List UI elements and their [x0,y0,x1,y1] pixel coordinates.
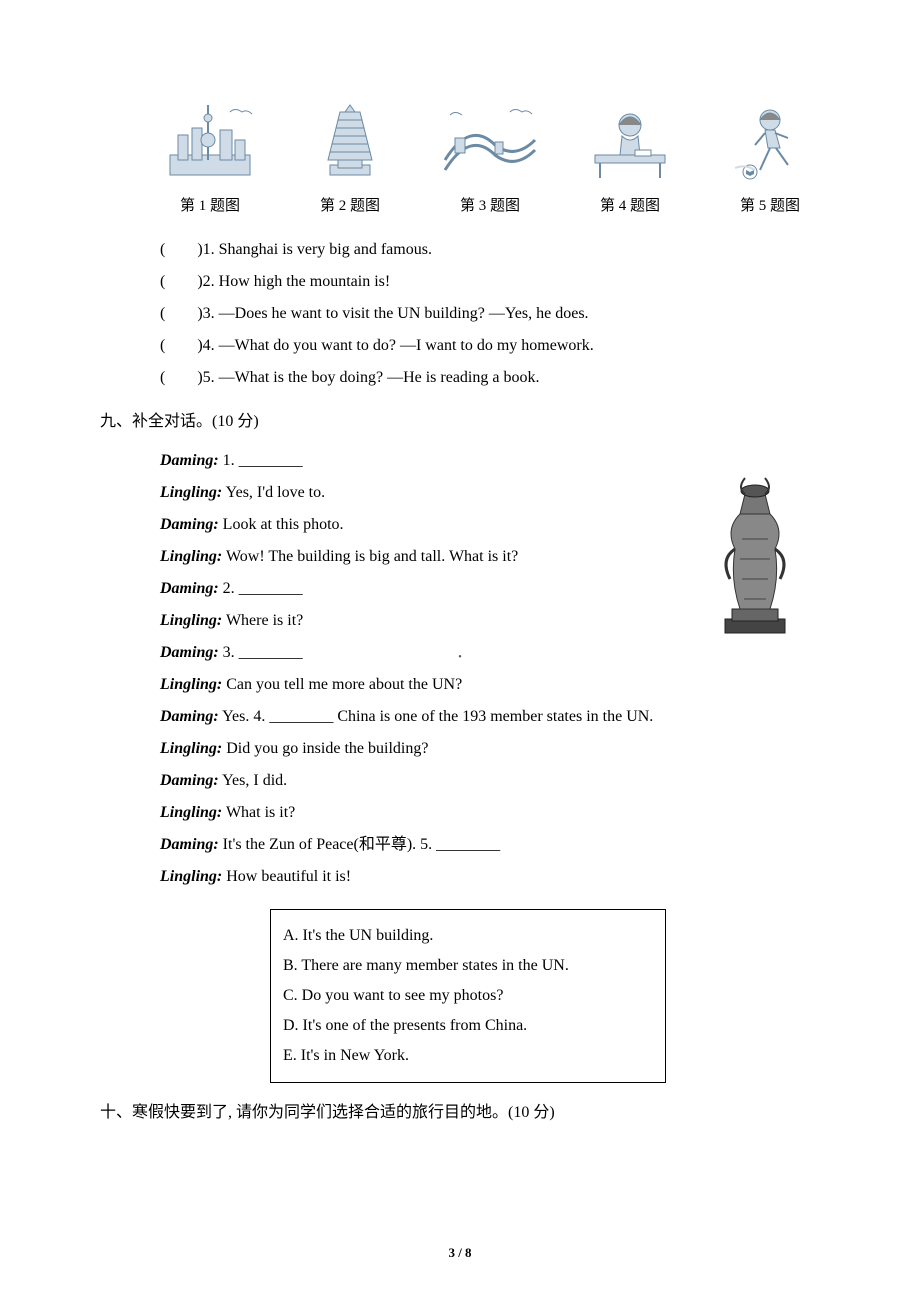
dialog-text: Can you tell me more about the UN? [222,676,462,693]
dialog-text: 2. ________ [219,580,303,597]
dialog-text: Where is it? [222,612,303,629]
caption-4: 第 4 题图 [580,195,680,218]
speaker: Daming: [160,452,219,469]
dialog-line-9: Daming: Yes. 4. ________ China is one of… [160,705,830,729]
option-d: D. It's one of the presents from China. [283,1014,653,1038]
dialog-line-13: Daming: It's the Zun of Peace(和平尊). 5. _… [160,833,830,857]
dialog-line-8: Lingling: Can you tell me more about the… [160,673,830,697]
speaker: Daming: [160,580,219,597]
dialog-text: It's the Zun of Peace(和平尊). 5. ________ [219,836,501,853]
caption-1: 第 1 题图 [160,195,260,218]
figure-3-great-wall [440,100,540,180]
dialog-line-11: Daming: Yes, I did. [160,769,830,793]
page-footer: 3 / 8 [448,1243,471,1263]
caption-2: 第 2 题图 [300,195,400,218]
speaker: Daming: [160,516,219,533]
figure-2-pagoda [300,100,400,180]
dialog-text: 3. ________ [219,644,303,661]
speaker: Daming: [160,772,219,789]
speaker: Lingling: [160,804,222,821]
speaker: Lingling: [160,484,222,501]
options-box: A. It's the UN building. B. There are ma… [270,909,666,1083]
speaker: Daming: [160,836,219,853]
figure-1-shanghai [160,100,260,180]
dialog-text: 1. ________ [219,452,303,469]
figure-5-boy-football [720,100,820,180]
speaker: Lingling: [160,740,222,757]
question-5: ( )5. —What is the boy doing? —He is rea… [160,366,830,390]
zun-of-peace-image [700,459,810,639]
speaker: Daming: [160,644,219,661]
speaker: Lingling: [160,612,222,629]
option-a: A. It's the UN building. [283,924,653,948]
dialog-text: What is it? [222,804,295,821]
speaker: Lingling: [160,548,222,565]
dialog-line-12: Lingling: What is it? [160,801,830,825]
dialog-line-7: Daming: 3. ________ [160,641,830,665]
speaker: Lingling: [160,868,222,885]
dialog-text: Yes, I'd love to. [222,484,325,501]
dialog-text: Wow! The building is big and tall. What … [222,548,518,565]
question-4: ( )4. —What do you want to do? —I want t… [160,334,830,358]
dialog-text: Look at this photo. [219,516,344,533]
option-b: B. There are many member states in the U… [283,954,653,978]
figure-4-boy-studying [580,100,680,180]
option-c: C. Do you want to see my photos? [283,984,653,1008]
option-e: E. It's in New York. [283,1044,653,1068]
question-3: ( )3. —Does he want to visit the UN buil… [160,302,830,326]
dialog-text: Yes. 4. ________ China is one of the 193… [219,708,654,725]
question-1: ( )1. Shanghai is very big and famous. [160,238,830,262]
dialog-line-14: Lingling: How beautiful it is! [160,865,830,889]
section-10-header: 十、寒假快要到了, 请你为同学们选择合适的旅行目的地。(10 分) [100,1101,830,1125]
question-2: ( )2. How high the mountain is! [160,270,830,294]
section-9-header: 九、补全对话。(10 分) [100,410,830,434]
center-dot: • [458,650,462,665]
dialog-text: Yes, I did. [219,772,287,789]
speaker: Lingling: [160,676,222,693]
caption-5: 第 5 题图 [720,195,820,218]
dialog-text: Did you go inside the building? [222,740,428,757]
dialog-text: How beautiful it is! [222,868,351,885]
caption-3: 第 3 题图 [440,195,540,218]
dialog-line-10: Lingling: Did you go inside the building… [160,737,830,761]
speaker: Daming: [160,708,219,725]
